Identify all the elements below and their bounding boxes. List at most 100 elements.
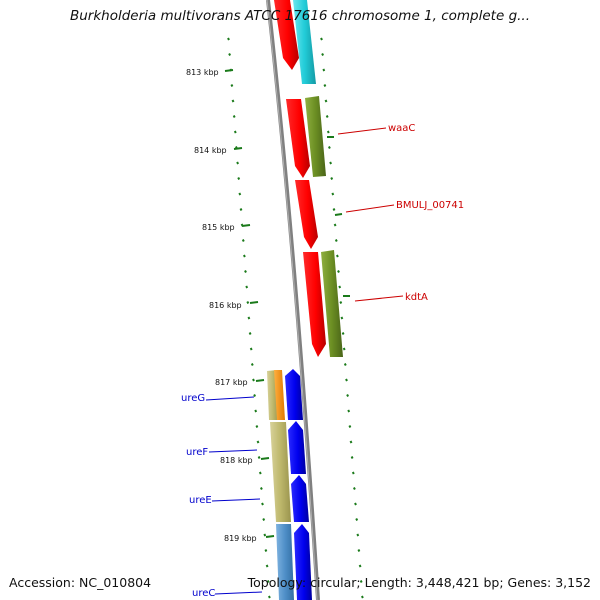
scale-tick	[233, 147, 243, 150]
scale-tick	[265, 535, 275, 538]
reverse-gene-labels: ureG ureF ureE ureC	[181, 393, 263, 599]
scale-dot	[359, 580, 363, 583]
scale-tick-label: 818 kbp	[220, 456, 253, 465]
scale-dot	[342, 347, 346, 351]
inner-scale-dots	[227, 37, 271, 599]
scale-dot	[329, 161, 332, 165]
scale-dot	[265, 564, 269, 568]
scale-dot	[248, 332, 252, 335]
scale-tick-label: 816 kbp	[209, 301, 242, 310]
scale-dot	[346, 394, 349, 397]
scale-dot	[257, 456, 261, 459]
scale-dot	[337, 270, 340, 273]
scale-dot	[253, 394, 256, 397]
gene-label-leader	[354, 295, 404, 302]
reverse-cds-feature	[288, 421, 306, 474]
scale-dot	[328, 146, 331, 149]
scale-dot	[351, 471, 355, 475]
gene-label-leader	[211, 498, 261, 502]
scale-dot	[263, 533, 267, 537]
scale-dot	[355, 518, 359, 521]
scale-tick-label: 815 kbp	[202, 223, 235, 232]
scale-dot	[356, 533, 360, 537]
gene-label-leader	[345, 204, 395, 213]
scale-dot	[262, 518, 266, 521]
scale-dot	[231, 99, 235, 103]
gene-label-kdtA[interactable]: kdtA	[405, 292, 428, 303]
reverse-cds-feature	[294, 524, 312, 600]
scale-dot	[237, 177, 241, 180]
gene-label-waaC[interactable]: waaC	[388, 123, 415, 134]
gene-label-ureE[interactable]: ureE	[189, 495, 212, 506]
gene-label-ureG[interactable]: ureG	[181, 393, 205, 404]
reverse-cds-feature	[285, 369, 303, 420]
scale-dot	[321, 53, 324, 56]
scale-dot	[348, 425, 352, 428]
forward-cds-feature	[286, 99, 310, 178]
gene-label-leader	[208, 449, 258, 453]
scale-dot	[350, 456, 354, 459]
scale-dot	[341, 332, 345, 335]
scale-dot	[330, 177, 334, 180]
scale-dot	[238, 192, 242, 196]
scale-dot	[357, 549, 361, 552]
genome-backbone	[266, 0, 320, 600]
gene-label-leader	[205, 396, 255, 401]
scale-dot	[361, 595, 364, 599]
scale-dot	[227, 37, 230, 41]
misc-feature-orange	[274, 370, 285, 420]
scale-dot	[349, 440, 353, 444]
scale-tick-label: 817 kbp	[215, 378, 248, 387]
scale-dot	[353, 487, 356, 490]
scale-dot	[323, 84, 327, 87]
scale-dot	[255, 425, 259, 428]
gene-label-ureC[interactable]: ureC	[192, 588, 215, 599]
scale-tick-label: 819 kbp	[224, 534, 257, 543]
gene-label-leader	[214, 591, 263, 595]
scale-ticks: 813 kbp 814 kbp 815 kbp 816 kbp 817 kbp …	[186, 68, 275, 543]
scale-dot	[266, 580, 270, 583]
scale-dot	[230, 84, 234, 87]
accession-text: Accession: NC_010804	[9, 575, 152, 590]
genome-summary-text: Topology: circular; Length: 3,448,421 bp…	[247, 575, 591, 590]
scale-dot	[338, 285, 342, 289]
gene-label-BMULJ_00741[interactable]: BMULJ_00741	[396, 200, 464, 211]
scale-dot	[325, 115, 329, 118]
forward-gene-labels: waaC BMULJ_00741 kdtA	[327, 123, 464, 303]
map-title: Burkholderia multivorans ATCC 17616 chro…	[69, 8, 531, 24]
scale-dot	[232, 115, 236, 118]
forward-cds-feature	[295, 180, 318, 249]
scale-dot	[260, 487, 263, 490]
scale-dot	[340, 316, 344, 320]
forward-cds-feature	[303, 252, 326, 357]
scale-dot	[241, 239, 245, 242]
scale-dot	[332, 208, 336, 211]
scale-dot	[247, 316, 251, 320]
scale-dot	[354, 502, 357, 506]
scale-dot	[333, 223, 337, 227]
misc-feature-steelblue	[276, 524, 294, 600]
scale-dot	[358, 564, 362, 568]
scale-dot	[246, 301, 250, 304]
forward-cds-feature	[274, 0, 299, 70]
scale-dot	[245, 285, 249, 289]
scale-dot	[250, 363, 254, 366]
reverse-cds-feature	[291, 475, 309, 522]
scale-dot	[347, 409, 351, 413]
scale-dot	[322, 68, 326, 72]
genome-backbone-highlight	[266, 0, 318, 600]
scale-dot	[334, 239, 338, 242]
outer-scale-dots	[320, 37, 364, 599]
scale-dot	[326, 130, 330, 134]
scale-dot	[331, 192, 335, 196]
gene-label-leader	[337, 127, 387, 135]
scale-dot	[258, 471, 262, 475]
gene-label-ureF[interactable]: ureF	[186, 447, 208, 458]
scale-dot	[264, 549, 268, 552]
misc-feature-khaki	[270, 422, 291, 522]
scale-dot	[228, 53, 231, 56]
misc-feature-olive	[305, 96, 326, 177]
scale-dot	[254, 409, 258, 413]
